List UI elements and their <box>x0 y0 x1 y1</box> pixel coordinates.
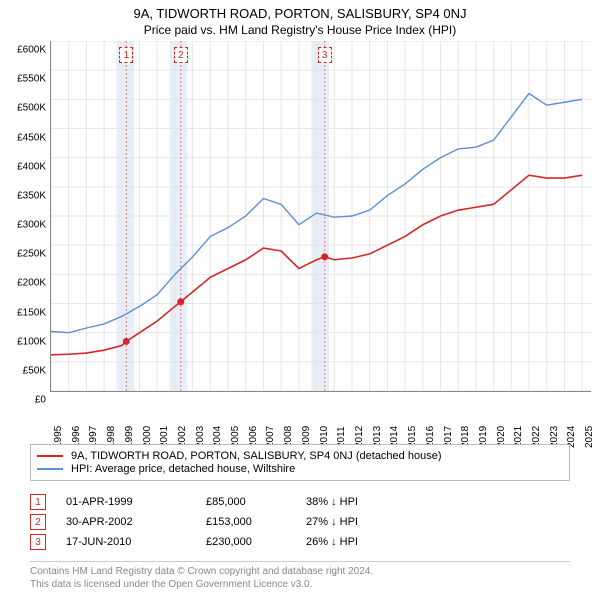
y-tick-label: £500K <box>17 103 46 114</box>
legend-swatch <box>37 455 63 457</box>
footer-line1: Contains HM Land Registry data © Crown c… <box>30 565 570 578</box>
chart-container: 9A, TIDWORTH ROAD, PORTON, SALISBURY, SP… <box>0 6 600 596</box>
event-price: £230,000 <box>206 536 306 548</box>
event-row-3: 3 17-JUN-2010£230,00026% ↓ HPI <box>30 534 570 550</box>
y-tick-label: £450K <box>17 132 46 143</box>
event-date: 30-APR-2002 <box>66 516 206 528</box>
footer-attribution: Contains HM Land Registry data © Crown c… <box>30 561 570 591</box>
event-marker-2: 2 <box>174 47 188 63</box>
event-pct: 27% ↓ HPI <box>306 516 426 528</box>
x-axis-labels: 1995199619971998199920002001200220032004… <box>50 404 590 444</box>
event-num-box: 3 <box>30 534 46 550</box>
event-row-1: 1 01-APR-1999£85,00038% ↓ HPI <box>30 494 570 510</box>
event-pct: 26% ↓ HPI <box>306 536 426 548</box>
chart-subtitle: Price paid vs. HM Land Registry's House … <box>0 23 600 37</box>
event-pct: 38% ↓ HPI <box>306 496 426 508</box>
events-table: 1 01-APR-1999£85,00038% ↓ HPI 2 30-APR-2002… <box>30 490 570 554</box>
x-tick-label: 2025 <box>584 426 595 448</box>
y-tick-label: £550K <box>17 74 46 85</box>
legend-item-property: 9A, TIDWORTH ROAD, PORTON, SALISBURY, SP… <box>37 450 563 462</box>
y-tick-label: £0 <box>35 395 46 406</box>
event-price: £153,000 <box>206 516 306 528</box>
event-date: 17-JUN-2010 <box>66 536 206 548</box>
event-num-box: 1 <box>30 494 46 510</box>
footer-line2: This data is licensed under the Open Gov… <box>30 578 570 591</box>
y-tick-label: £400K <box>17 161 46 172</box>
event-date: 01-APR-1999 <box>66 496 206 508</box>
event-marker-3: 3 <box>318 47 332 63</box>
event-price: £85,000 <box>206 496 306 508</box>
event-row-2: 2 30-APR-2002£153,00027% ↓ HPI <box>30 514 570 530</box>
legend-label: 9A, TIDWORTH ROAD, PORTON, SALISBURY, SP… <box>71 450 441 462</box>
legend: 9A, TIDWORTH ROAD, PORTON, SALISBURY, SP… <box>30 444 570 481</box>
legend-label: HPI: Average price, detached house, Wilt… <box>71 463 295 475</box>
chart-svg <box>51 41 591 391</box>
event-num-box: 2 <box>30 514 46 530</box>
plot-area: 1 2 3 <box>50 41 591 392</box>
legend-item-hpi: HPI: Average price, detached house, Wilt… <box>37 463 563 475</box>
y-tick-label: £600K <box>17 45 46 56</box>
y-tick-label: £150K <box>17 307 46 318</box>
event-marker-1: 1 <box>119 47 133 63</box>
y-tick-label: £100K <box>17 336 46 347</box>
y-axis-labels: £0£50K£100K£150K£200K£250K£300K£350K£400… <box>0 50 48 400</box>
legend-swatch <box>37 468 63 470</box>
y-tick-label: £350K <box>17 190 46 201</box>
y-tick-label: £200K <box>17 278 46 289</box>
chart-title: 9A, TIDWORTH ROAD, PORTON, SALISBURY, SP… <box>0 6 600 21</box>
y-tick-label: £50K <box>23 365 46 376</box>
y-tick-label: £300K <box>17 220 46 231</box>
y-tick-label: £250K <box>17 249 46 260</box>
